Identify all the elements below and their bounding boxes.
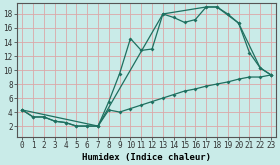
X-axis label: Humidex (Indice chaleur): Humidex (Indice chaleur): [82, 152, 211, 162]
